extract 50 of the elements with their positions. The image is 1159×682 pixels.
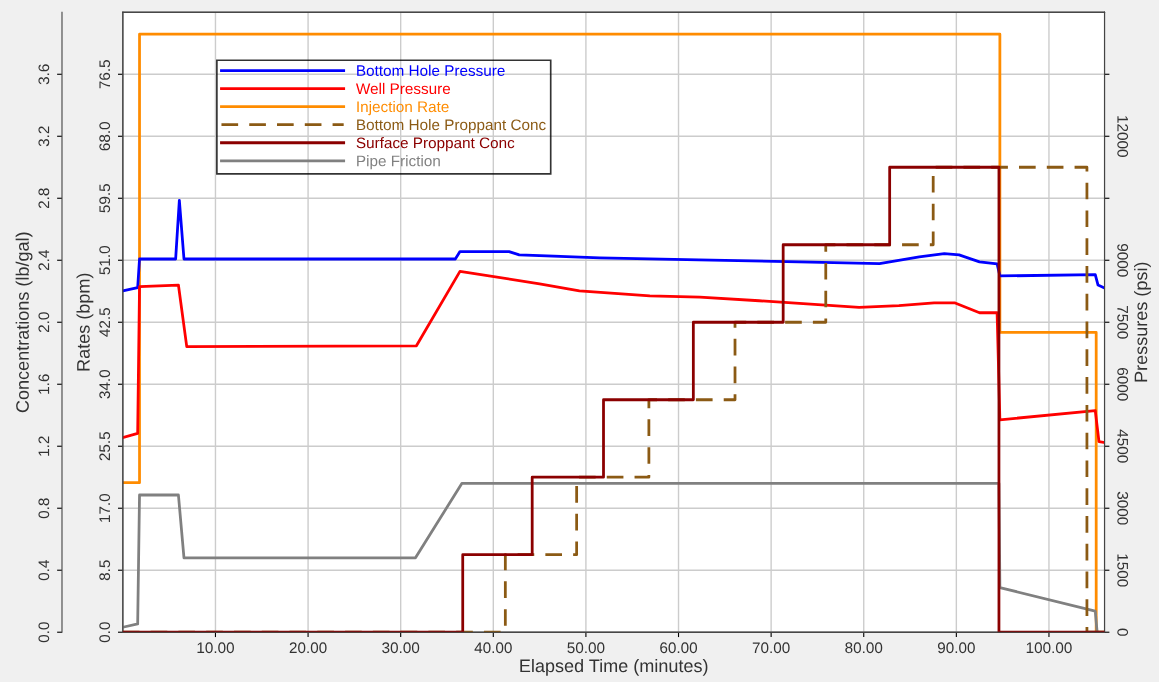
y2-tick-label: 7500 <box>1117 306 1129 339</box>
y3-tick-label: 3.2 <box>38 126 50 147</box>
y-axis-title: Rates (bpm) <box>76 273 94 371</box>
y2-tick-label: 9000 <box>1117 243 1129 277</box>
x-tick-label: 70.00 <box>752 642 790 654</box>
y-tick-label: 59.5 <box>99 184 111 213</box>
y3-tick-label: 0.0 <box>38 622 50 643</box>
text: Injection Rate <box>357 100 449 116</box>
y-tick-label: 34.0 <box>99 369 111 399</box>
y3-axis-title: Concentrations (lb/gal) <box>15 232 33 413</box>
line-series <box>122 198 1105 293</box>
y2-tick-label: 6000 <box>1117 368 1129 401</box>
x-tick-label: 40.00 <box>474 642 512 654</box>
x-tick-label: 80.00 <box>845 642 883 654</box>
x-axis-title: Elapsed Time (minutes) <box>520 658 708 676</box>
y-tick-label: 51.0 <box>99 245 111 275</box>
x-tick-label: 60.00 <box>660 642 698 654</box>
y-tick-label: 42.5 <box>99 308 111 337</box>
line-series <box>122 270 1105 444</box>
y-tick-label: 0.0 <box>99 622 111 643</box>
y-tick-label: 17.0 <box>99 493 111 522</box>
x-tick-label: 50.00 <box>567 642 605 654</box>
y3-tick-label: 2.0 <box>38 312 50 333</box>
text: Well Pressure <box>355 82 451 95</box>
y-tick-label: 25.5 <box>99 432 111 461</box>
text: Bottom Hole Pressure <box>357 64 505 77</box>
y-tick-label: 76.5 <box>99 60 111 89</box>
x-tick-label: 100.00 <box>1026 642 1072 654</box>
text: Pipe Friction <box>357 155 440 170</box>
y2-tick-label: 4500 <box>1117 429 1129 463</box>
x-tick-label: 20.00 <box>289 642 327 654</box>
y3-tick-label: 3.6 <box>38 64 50 85</box>
y2-tick-label: 12000 <box>1117 116 1129 157</box>
y2-axis-title: Pressures (psi) <box>1134 262 1151 382</box>
y3-tick-label: 1.2 <box>38 436 50 456</box>
y-tick-label: 68.0 <box>99 121 111 151</box>
text: Bottom Hole Proppant Conc <box>357 118 546 134</box>
y2-tick-label: 0 <box>1117 628 1129 636</box>
x-tick-label: 10.00 <box>197 642 234 654</box>
y3-tick-label: 2.8 <box>38 188 50 209</box>
y2-tick-label: 1500 <box>1117 554 1129 587</box>
y3-tick-label: 0.4 <box>38 560 50 581</box>
text: Surface Proppant Conc <box>356 137 515 152</box>
y3-tick-label: 2.4 <box>38 250 50 271</box>
y3-tick-label: 0.8 <box>38 498 50 519</box>
y2-tick-label: 3000 <box>1117 491 1129 525</box>
y3-tick-label: 1.6 <box>38 374 50 394</box>
x-tick-label: 90.00 <box>937 642 975 654</box>
x-tick-label: 30.00 <box>382 642 420 654</box>
y-tick-label: 8.5 <box>99 560 111 581</box>
